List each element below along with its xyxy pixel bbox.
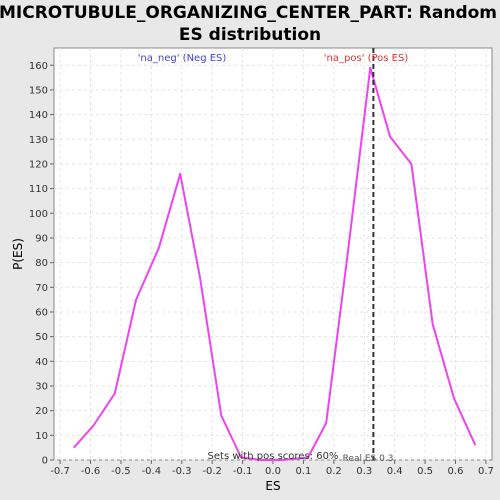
x-tick-label: 0.0 [265, 466, 281, 477]
y-tick-label: 60 [35, 307, 48, 318]
y-tick-label: 100 [29, 209, 48, 220]
x-ticks: -0.7 -0.6 -0.5 -0.4 -0.3 -0.2 -0.1 0.0 0.1 0.2 0.3… [50, 460, 494, 477]
x-tick-label: 0.6 [448, 466, 464, 477]
x-tick-label: -0.2 [202, 466, 222, 477]
chart-title-line2: ES distribution [179, 25, 321, 45]
y-tick-label: 20 [35, 406, 48, 417]
y-tick-label: 50 [35, 332, 48, 343]
series-group [73, 66, 477, 461]
x-tick-label: 0.2 [326, 466, 342, 477]
x-tick-label: -0.6 [81, 466, 101, 477]
y-axis-label: P(ES) [11, 238, 25, 270]
x-tick-label: 0.1 [295, 466, 311, 477]
real-es-label: Real ES 0.3 [343, 454, 394, 464]
y-tick-label: 120 [29, 159, 48, 170]
y-tick-label: 90 [35, 233, 48, 244]
pos-scores-label: Sets with pos scores: 60% [208, 451, 339, 462]
y-tick-label: 30 [35, 381, 48, 392]
x-tick-label: 0.4 [387, 466, 403, 477]
y-tick-label: 160 [29, 61, 48, 72]
x-axis-label: ES [265, 479, 280, 493]
pos-es-label: 'na_pos' (Pos ES) [324, 53, 409, 64]
x-tick-label: -0.3 [172, 466, 192, 477]
x-tick-label: -0.4 [142, 466, 162, 477]
y-tick-label: 80 [35, 258, 48, 269]
x-tick-label: 0.7 [478, 466, 494, 477]
y-ticks: 0 10 20 30 40 50 60 70 80 90 100 110 120 130 140 150 160 [29, 61, 54, 467]
y-tick-label: 140 [29, 110, 48, 121]
x-tick-label: -0.1 [233, 466, 253, 477]
y-tick-label: 110 [29, 184, 48, 195]
x-tick-label: -0.5 [111, 466, 131, 477]
x-tick-label: 0.3 [356, 466, 372, 477]
chart-title-line1: MICROTUBULE_ORGANIZING_CENTER_PART: Rand… [0, 3, 497, 23]
es-distribution-line [73, 66, 477, 461]
y-tick-label: 40 [35, 357, 48, 368]
y-tick-label: 70 [35, 283, 48, 294]
x-tick-label: 0.5 [417, 466, 433, 477]
y-tick-label: 10 [35, 431, 48, 442]
y-tick-label: 130 [29, 135, 48, 146]
y-tick-label: 150 [29, 85, 48, 96]
y-tick-label: 0 [42, 456, 48, 467]
x-tick-label: -0.7 [50, 466, 70, 477]
neg-es-label: 'na_neg' (Neg ES) [138, 53, 227, 64]
